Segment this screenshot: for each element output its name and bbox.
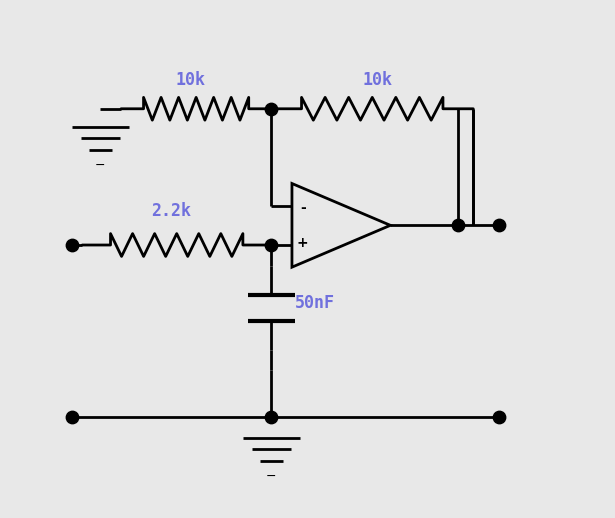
Point xyxy=(494,221,504,229)
Text: -: - xyxy=(300,201,306,215)
Text: 10k: 10k xyxy=(176,71,206,89)
Point xyxy=(67,241,77,249)
Text: −: − xyxy=(95,159,106,172)
Text: 10k: 10k xyxy=(362,71,392,89)
Point xyxy=(494,413,504,421)
Point xyxy=(453,221,462,229)
Text: 50nF: 50nF xyxy=(295,294,335,311)
Point xyxy=(67,413,77,421)
Text: +: + xyxy=(297,236,309,250)
Point xyxy=(266,105,276,113)
Text: 2.2k: 2.2k xyxy=(151,203,191,220)
Point xyxy=(266,241,276,249)
Point xyxy=(266,413,276,421)
Text: −: − xyxy=(266,470,277,483)
